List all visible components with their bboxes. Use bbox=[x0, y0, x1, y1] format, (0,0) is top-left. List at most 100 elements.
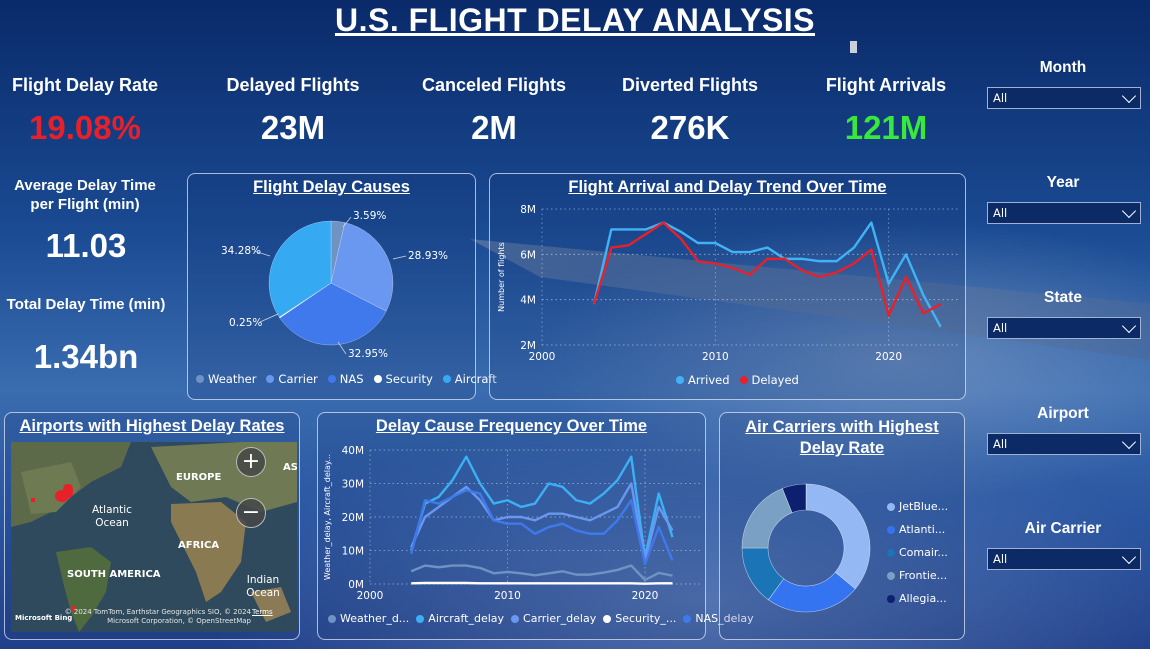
legend-swatch bbox=[739, 376, 748, 384]
airports-map[interactable]: EUROPE AS Atlantic Ocean AFRICA SOUTH AM… bbox=[11, 442, 297, 632]
pie-data-label-security: 0.25% bbox=[229, 317, 262, 329]
map-terms-link[interactable]: Terms bbox=[252, 608, 273, 616]
slicer-air-carrier-dropdown[interactable]: All bbox=[987, 548, 1141, 570]
legend-label: Carrier bbox=[278, 372, 318, 386]
cause-frequency-legend: Weather_d... Aircraft_delay Carrier_delay S… bbox=[328, 612, 754, 625]
panel-air-carriers[interactable]: Air Carriers with Highest Delay Rate Jet… bbox=[719, 412, 965, 640]
pie-slice-nas[interactable] bbox=[279, 282, 387, 346]
legend-swatch bbox=[887, 502, 895, 511]
freq-y-tick-label: 0M bbox=[348, 579, 364, 591]
donut-slice-jetblue[interactable] bbox=[805, 483, 871, 590]
carriers-legend-item-frontie[interactable]: Frontie... bbox=[887, 564, 948, 587]
slicer-air-carrier-label: Air Carrier bbox=[1024, 520, 1102, 537]
chevron-down-icon bbox=[1121, 549, 1137, 565]
legend-label: Atlanti... bbox=[899, 523, 946, 536]
causes-legend-item-aircraft[interactable]: Aircraft bbox=[442, 372, 497, 386]
trend-y-tick-label: 6M bbox=[520, 249, 536, 261]
carriers-legend-item-comair[interactable]: Comair... bbox=[887, 541, 948, 564]
pie-slice-aircraft[interactable] bbox=[268, 220, 332, 318]
donut-slice-allegia[interactable] bbox=[782, 483, 807, 514]
slicer-month-dropdown[interactable]: All bbox=[987, 87, 1141, 109]
trend-legend-item-arrived[interactable]: Arrived bbox=[676, 373, 730, 387]
carriers-legend-item-atlanti[interactable]: Atlanti... bbox=[887, 518, 948, 541]
freq-series-security[interactable] bbox=[411, 581, 673, 585]
pie-slice-carrier[interactable] bbox=[330, 222, 394, 312]
cause-frequency-line-chart[interactable]: 0M 10M 20M 30M 40M 2000 2010 2020 Weather_delay,… bbox=[318, 413, 705, 639]
slicer-state-dropdown[interactable]: All bbox=[987, 317, 1141, 339]
map-zoom-in-button[interactable]: + bbox=[236, 447, 266, 477]
trend-y-tick-label: 2M bbox=[520, 340, 536, 352]
kpi-delayed-value: 23M bbox=[260, 109, 326, 146]
kpi-delay-rate-value: 19.08% bbox=[29, 109, 141, 146]
legend-swatch bbox=[887, 571, 895, 580]
legend-label: Allegia... bbox=[899, 592, 947, 605]
freq-legend-item-weather-d[interactable]: Weather_d... bbox=[328, 612, 409, 625]
legend-swatch bbox=[416, 614, 425, 623]
causes-legend-item-carrier[interactable]: Carrier bbox=[266, 372, 318, 386]
freq-legend-item-nas-delay[interactable]: NAS_delay bbox=[683, 612, 754, 625]
trend-series-arrived[interactable] bbox=[592, 221, 942, 328]
causes-legend-item-security[interactable]: Security bbox=[373, 372, 433, 386]
donut-slice-frontie[interactable] bbox=[741, 488, 793, 549]
map-label-atlantic: Atlantic Ocean bbox=[92, 504, 132, 529]
pie-leader-line bbox=[259, 313, 279, 323]
legend-label: Delayed bbox=[751, 373, 799, 387]
freq-legend-item-carrier-delay[interactable]: Carrier_delay bbox=[511, 612, 596, 625]
causes-legend-item-weather[interactable]: Weather bbox=[196, 372, 256, 386]
airport-delay-marker[interactable] bbox=[63, 484, 73, 498]
pie-data-label-weather: 3.59% bbox=[353, 210, 386, 222]
freq-y-axis-title: Weather_delay, Aircraft_delay... bbox=[323, 454, 332, 580]
legend-swatch bbox=[442, 375, 451, 383]
chevron-down-icon bbox=[1121, 434, 1137, 450]
slicer-airport-dropdown[interactable]: All bbox=[987, 433, 1141, 455]
chevron-down-icon bbox=[1121, 88, 1137, 104]
panel-arrival-trend[interactable]: Flight Arrival and Delay Trend Over Time… bbox=[489, 173, 966, 400]
chevron-down-icon bbox=[1121, 203, 1137, 219]
airport-delay-marker[interactable] bbox=[31, 498, 35, 502]
trend-legend-item-delayed[interactable]: Delayed bbox=[739, 373, 799, 387]
legend-label: NAS_delay bbox=[695, 612, 754, 625]
map-label-south-america: SOUTH AMERICA bbox=[67, 569, 161, 580]
air-carriers-legend: JetBlue... Atlanti... Comair... Frontie... A… bbox=[887, 495, 948, 610]
air-carriers-donut-chart[interactable] bbox=[720, 413, 964, 639]
freq-series-aircraft-delay[interactable] bbox=[410, 455, 674, 559]
slicer-airport-label: Airport bbox=[1037, 405, 1089, 422]
map-label-asia: AS bbox=[283, 462, 297, 473]
causes-legend-item-nas[interactable]: NAS bbox=[327, 372, 364, 386]
kpi-canceled-value: 2M bbox=[471, 109, 517, 146]
panel-delay-causes[interactable]: Flight Delay Causes 3.59% 28.93% 32.95% 0.2… bbox=[187, 173, 497, 400]
slicer-year-dropdown[interactable]: All bbox=[987, 202, 1141, 224]
freq-y-tick-label: 20M bbox=[342, 512, 364, 524]
trend-series-delayed[interactable] bbox=[592, 221, 942, 317]
arrival-trend-line-chart[interactable]: 2M 4M 6M 8M 2000 2010 2020 Number of flights bbox=[490, 174, 965, 399]
pie-leader-line bbox=[392, 255, 407, 260]
freq-y-tick-label: 30M bbox=[342, 479, 364, 491]
airport-delay-marker[interactable] bbox=[71, 606, 76, 611]
carriers-legend-item-jetblue[interactable]: JetBlue... bbox=[887, 495, 948, 518]
freq-series-weather-d[interactable] bbox=[410, 564, 673, 582]
freq-legend-item-security[interactable]: Security_... bbox=[603, 612, 676, 625]
panel-cause-frequency[interactable]: Delay Cause Frequency Over Time 0M 10M 20M… bbox=[317, 412, 754, 640]
freq-series-nas-delay[interactable] bbox=[410, 488, 674, 566]
cursor-marker bbox=[850, 41, 857, 53]
kpi-delay-rate-label: Flight Delay Rate bbox=[11, 75, 159, 95]
legend-swatch bbox=[373, 375, 382, 383]
panel-delay-causes-title: Flight Delay Causes bbox=[253, 178, 410, 196]
kpi-delayed-label: Delayed Flights bbox=[226, 75, 360, 95]
legend-swatch bbox=[328, 614, 336, 623]
delay-causes-pie-chart[interactable]: 3.59% 28.93% 32.95% 0.25% 34.28% bbox=[188, 174, 475, 399]
legend-label: Weather_d... bbox=[340, 612, 410, 625]
legend-swatch bbox=[887, 594, 895, 603]
legend-swatch bbox=[887, 548, 895, 557]
pie-data-label-aircraft: 34.28% bbox=[221, 245, 261, 257]
freq-legend-item-aircraft-delay[interactable]: Aircraft_delay bbox=[416, 612, 504, 625]
legend-swatch bbox=[327, 375, 336, 383]
kpi-avg-delay-value: 11.03 bbox=[45, 227, 127, 264]
trend-y-tick-label: 4M bbox=[520, 295, 536, 307]
legend-swatch bbox=[603, 614, 612, 623]
kpi-diverted-label: Diverted Flights bbox=[621, 75, 759, 95]
carriers-legend-item-allegia[interactable]: Allegia... bbox=[887, 587, 948, 610]
slicer-state-value: All bbox=[993, 321, 1008, 335]
pie-data-label-carrier: 28.93% bbox=[408, 250, 448, 262]
map-zoom-out-button[interactable]: − bbox=[236, 498, 266, 528]
